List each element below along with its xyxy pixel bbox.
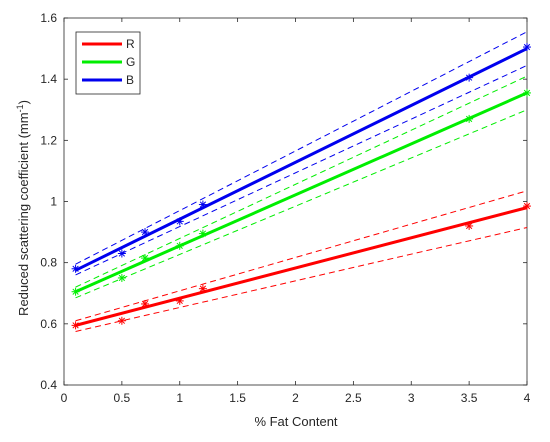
y-axis-label-main: Reduced scattering coefficient (mm bbox=[16, 112, 31, 316]
series-G bbox=[71, 75, 531, 299]
point-stroke bbox=[199, 230, 207, 237]
point-stroke bbox=[72, 265, 79, 272]
point-stroke bbox=[141, 254, 149, 262]
point-stroke bbox=[465, 222, 473, 230]
y-tick-label: 0.4 bbox=[40, 378, 57, 392]
x-axis-label: % Fat Content bbox=[254, 414, 337, 429]
y-tick-label: 1.2 bbox=[40, 133, 57, 147]
data-point bbox=[175, 217, 184, 226]
y-tick-label: 1 bbox=[50, 195, 57, 209]
point-stroke bbox=[141, 228, 149, 236]
y-tick-label: 1.4 bbox=[40, 72, 57, 86]
data-point bbox=[465, 221, 474, 230]
legend-label-G: G bbox=[126, 55, 135, 69]
series-R bbox=[71, 190, 531, 332]
data-point bbox=[71, 287, 80, 296]
data-point bbox=[465, 114, 474, 123]
y-axis-label: Reduced scattering coefficient (mm-1) bbox=[15, 100, 31, 316]
point-stroke bbox=[199, 201, 207, 208]
data-point bbox=[117, 249, 126, 258]
x-tick-label: 1 bbox=[176, 391, 183, 405]
ci-lower-line bbox=[75, 64, 528, 276]
data-point bbox=[175, 241, 184, 250]
data-point bbox=[71, 264, 80, 273]
point-stroke bbox=[141, 300, 149, 308]
x-tick-label: 3 bbox=[408, 391, 415, 405]
point-stroke bbox=[118, 250, 126, 257]
point-stroke bbox=[118, 317, 126, 324]
point-stroke bbox=[118, 274, 126, 282]
ci-upper-line bbox=[75, 75, 528, 288]
x-tick-label: 3.5 bbox=[461, 391, 478, 405]
x-tick-label: 1.5 bbox=[229, 391, 246, 405]
y-tick-label: 0.8 bbox=[40, 256, 57, 270]
legend-label-R: R bbox=[126, 37, 135, 51]
y-axis-label-close: ) bbox=[16, 100, 31, 104]
ci-lower-line bbox=[75, 109, 528, 299]
data-point bbox=[71, 321, 80, 330]
ci-lower-line bbox=[75, 227, 528, 332]
fit-line bbox=[74, 91, 528, 294]
y-tick-label: 0.6 bbox=[40, 317, 57, 331]
data-point bbox=[198, 284, 207, 293]
data-point bbox=[175, 296, 184, 305]
fit-line bbox=[74, 47, 528, 272]
y-axis-label-superscript: -1 bbox=[15, 104, 25, 112]
point-stroke bbox=[176, 218, 183, 225]
data-point bbox=[141, 228, 150, 237]
data-point bbox=[141, 299, 150, 308]
x-tick-label: 0 bbox=[61, 391, 68, 405]
data-point bbox=[117, 273, 126, 282]
data-point bbox=[523, 43, 531, 52]
x-tick-label: 0.5 bbox=[114, 391, 131, 405]
ci-upper-line bbox=[75, 31, 528, 265]
point-stroke bbox=[465, 74, 473, 81]
point-stroke bbox=[199, 285, 207, 292]
x-tick-label: 2 bbox=[292, 391, 299, 405]
point-stroke bbox=[72, 288, 79, 295]
point-stroke bbox=[176, 242, 183, 249]
point-stroke bbox=[523, 43, 531, 51]
ci-upper-line bbox=[75, 190, 528, 322]
x-tick-label: 2.5 bbox=[345, 391, 362, 405]
data-point bbox=[198, 200, 207, 209]
point-stroke bbox=[465, 115, 473, 123]
point-stroke bbox=[523, 89, 531, 97]
legend-label-B: B bbox=[126, 73, 134, 87]
point-stroke bbox=[176, 297, 183, 305]
fit-line bbox=[75, 206, 528, 327]
series-layer bbox=[71, 31, 531, 332]
data-point bbox=[523, 202, 531, 211]
point-stroke bbox=[523, 202, 531, 210]
plot-area-box bbox=[63, 17, 528, 386]
series-B bbox=[71, 31, 531, 276]
legend: RGB bbox=[75, 31, 141, 95]
data-point bbox=[198, 229, 207, 238]
point-stroke bbox=[72, 322, 79, 329]
y-tick-label: 1.6 bbox=[40, 11, 57, 25]
data-point bbox=[141, 254, 150, 263]
data-point bbox=[465, 73, 474, 82]
data-point bbox=[117, 316, 126, 325]
axes: 0 0.5 1 1.5 2 2.5 3 3.5 4 0.4 0.6 0.8 1 1.2 1.4 1.6 bbox=[40, 11, 530, 405]
x-tick-label: 4 bbox=[524, 391, 531, 405]
data-point bbox=[523, 88, 531, 97]
